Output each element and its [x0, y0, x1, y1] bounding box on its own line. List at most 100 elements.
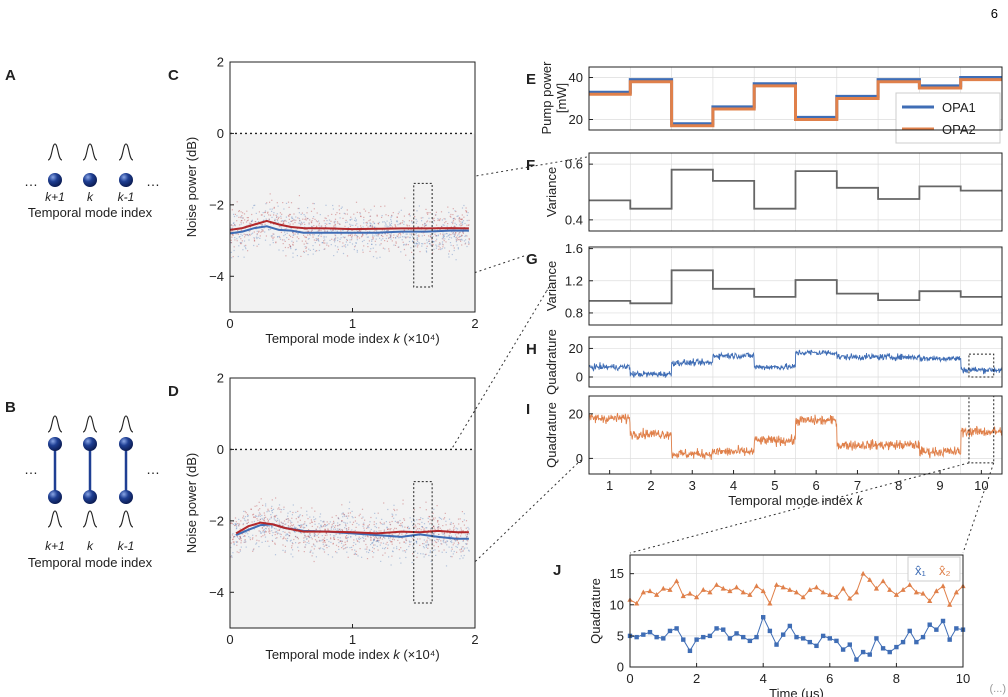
noise-dot: [288, 222, 290, 224]
x-tick-label: 9: [936, 478, 943, 493]
noise-dot: [387, 229, 389, 232]
noise-dot: [452, 233, 454, 235]
noise-dot: [317, 230, 319, 232]
noise-dot: [269, 201, 271, 203]
noise-dot: [390, 222, 393, 224]
noise-dot: [245, 541, 247, 543]
noise-dot: [320, 526, 322, 528]
noise-dot: [432, 512, 434, 514]
noise-dot: [436, 224, 438, 226]
noise-dot: [462, 232, 464, 234]
noise-dot: [299, 526, 302, 528]
noise-dot: [334, 528, 337, 530]
x-tick-label: 1: [349, 632, 356, 647]
noise-dot: [232, 234, 234, 236]
noise-dot: [333, 520, 335, 522]
noise-dot: [452, 208, 454, 210]
noise-dot: [287, 521, 289, 523]
noise-dot: [243, 541, 245, 543]
noise-dot: [457, 533, 459, 535]
noise-dot: [465, 211, 468, 213]
data-point: [873, 585, 880, 591]
noise-dot: [348, 528, 350, 530]
noise-dot: [251, 220, 253, 223]
noise-dot: [299, 531, 301, 533]
noise-dot: [261, 230, 263, 232]
noise-dot: [345, 219, 347, 221]
noise-dot: [388, 248, 390, 250]
noise-dot: [355, 219, 357, 221]
noise-dot: [271, 216, 273, 218]
noise-dot: [376, 531, 378, 533]
noise-dot: [419, 251, 421, 253]
noise-dot: [358, 538, 360, 540]
noise-dot: [468, 242, 470, 244]
noise-dot: [290, 202, 293, 204]
noise-dot: [375, 233, 377, 235]
noise-dot: [463, 240, 465, 242]
noise-dot: [372, 226, 374, 228]
noise-dot: [290, 553, 292, 555]
noise-dot: [441, 243, 444, 245]
noise-dot: [399, 232, 401, 234]
noise-dot: [258, 512, 261, 514]
noise-dot: [308, 536, 310, 538]
noise-dot: [354, 529, 356, 532]
noise-dot: [245, 234, 247, 236]
noise-dot: [324, 230, 326, 232]
noise-dot: [382, 235, 384, 238]
mean-noise-line: [229, 219, 469, 231]
noise-dot: [426, 527, 428, 529]
noise-dot: [346, 209, 348, 211]
noise-dot: [453, 550, 455, 553]
noise-dot: [246, 210, 248, 212]
noise-dot: [430, 235, 432, 237]
noise-dot: [347, 229, 350, 231]
noise-dot: [426, 242, 428, 244]
noise-dot: [267, 510, 269, 512]
noise-dot: [230, 536, 232, 538]
y-tick-label: −4: [209, 269, 224, 284]
noise-dot: [395, 514, 397, 516]
noise-dot: [421, 521, 423, 523]
noise-dot: [287, 512, 289, 514]
data-point: [654, 634, 659, 640]
noise-dot: [346, 534, 348, 537]
noise-dot: [457, 536, 459, 539]
noise-dot: [329, 223, 331, 225]
noise-dot: [312, 248, 315, 250]
noise-dot: [335, 237, 337, 239]
noise-dot: [236, 535, 238, 537]
noise-dot: [313, 533, 315, 535]
data-point: [853, 589, 860, 595]
noise-dot: [466, 547, 468, 549]
noise-dot: [341, 547, 343, 549]
noise-dot: [324, 529, 326, 531]
noise-dot: [421, 220, 423, 222]
noise-dot: [295, 216, 297, 218]
noise-dot: [451, 556, 453, 558]
noise-dot: [262, 529, 264, 532]
noise-dot: [322, 548, 324, 550]
noise-dot: [415, 218, 417, 221]
noise-dot: [346, 546, 348, 548]
data-point: [661, 636, 666, 641]
noise-dot: [319, 244, 321, 246]
noise-dot: [268, 531, 270, 533]
noise-dot: [245, 512, 247, 514]
noise-dot: [284, 531, 286, 533]
noise-dot: [309, 233, 311, 236]
noise-dot: [303, 251, 305, 253]
noise-dot: [326, 534, 328, 536]
noise-dot: [304, 215, 306, 217]
noise-dot: [238, 551, 240, 554]
noise-dot: [344, 244, 346, 246]
noise-dot: [303, 541, 305, 543]
noise-dot: [377, 233, 379, 235]
noise-dot: [409, 233, 411, 235]
noise-dot: [308, 222, 310, 224]
noise-dot: [418, 205, 420, 207]
noise-dot: [239, 535, 241, 537]
noise-dot: [426, 251, 428, 253]
